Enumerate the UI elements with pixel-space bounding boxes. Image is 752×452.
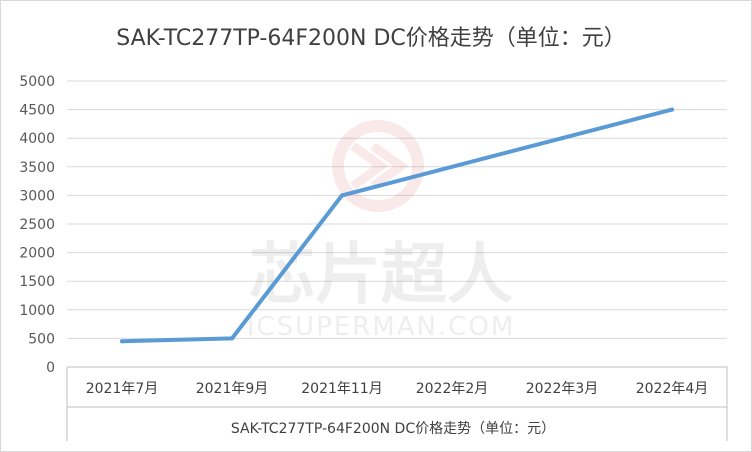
y-tick-label: 0 [46, 360, 55, 376]
x-axis-table: 2021年7月 2021年9月 2021年11月 2022年2月 2022年3月 2022… [66, 366, 728, 441]
y-tick-label: 4000 [19, 131, 55, 147]
data-point [340, 193, 344, 198]
chart-title: SAK-TC277TP-64F200N DC价格走势（单位：元） [116, 26, 626, 51]
y-tick-label: 3000 [19, 188, 55, 204]
x-tick-label: 2022年2月 [416, 381, 489, 397]
data-point [450, 164, 454, 169]
data-point [230, 336, 234, 341]
x-tick-label: 2021年7月 [86, 381, 159, 397]
watermark-en: ICSUPERMAN.COM [247, 312, 516, 342]
data-point [670, 107, 674, 112]
y-tick-label: 4500 [19, 103, 55, 119]
x-tick-label: 2022年3月 [526, 381, 599, 397]
y-tick-label: 2000 [19, 246, 55, 262]
x-tick-label: 2022年4月 [636, 381, 709, 397]
series-group [120, 107, 674, 344]
y-tick-label: 5000 [19, 74, 55, 90]
y-axis: 0 500 1000 1500 2000 2500 3000 3500 4000 4500 5000 [19, 74, 55, 376]
y-tick-label: 1500 [19, 274, 55, 290]
watermark-logo [332, 120, 424, 212]
data-point [560, 136, 564, 141]
y-tick-label: 3500 [19, 160, 55, 176]
x-tick-label: 2021年9月 [196, 381, 269, 397]
watermark-logo-mark [350, 142, 409, 190]
watermark: 芯片超人 ICSUPERMAN.COM [247, 120, 516, 342]
watermark-cn: 芯片超人 [249, 236, 513, 313]
y-tick-label: 2500 [19, 217, 55, 233]
y-tick-label: 1000 [19, 303, 55, 319]
y-tick-label: 500 [28, 331, 55, 347]
data-point [120, 339, 124, 344]
gridlines [67, 80, 727, 339]
x-tick-label: 2021年11月 [301, 381, 382, 397]
x-axis-title: SAK-TC277TP-64F200N DC价格走势（单位：元） [231, 421, 555, 437]
series-line [120, 107, 674, 344]
